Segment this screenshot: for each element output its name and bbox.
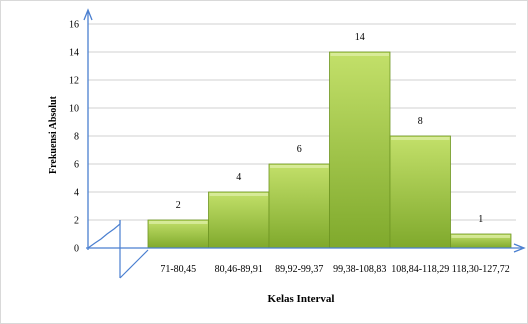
axis-break-zigzag-right <box>119 249 149 279</box>
y-tick-label: 12 <box>69 76 79 87</box>
data-label: 2 <box>176 200 181 211</box>
y-tick-label: 10 <box>69 104 79 115</box>
bar <box>208 191 270 249</box>
axes <box>83 8 526 279</box>
bar-highlight <box>149 221 208 224</box>
bar-highlight <box>451 235 510 238</box>
x-axis-arrow <box>513 243 526 253</box>
y-tick-label: 8 <box>74 132 79 143</box>
x-category-label: 118,30-127,72 <box>452 264 510 275</box>
bar-highlight <box>209 193 268 196</box>
bar <box>329 51 391 249</box>
bar <box>389 135 451 249</box>
axis-break-zigzag-left <box>87 220 121 249</box>
x-category-label: 80,46-89,91 <box>215 264 263 275</box>
x-axis-title: Kelas Interval <box>268 293 335 305</box>
y-tick-label: 6 <box>74 160 79 171</box>
bar-highlight <box>270 165 329 168</box>
bar-highlight <box>391 137 450 140</box>
x-category-label: 108,84-118,29 <box>391 264 449 275</box>
y-tick-label: 16 <box>69 20 79 31</box>
y-axis-title: Frekuensi Absolut <box>48 95 59 174</box>
y-tick-labels: 0 2 4 6 8 10 12 14 16 <box>69 20 79 255</box>
x-category-label: 89,92-99,37 <box>275 264 323 275</box>
y-axis-arrow <box>83 8 93 21</box>
bar-highlight <box>330 53 389 56</box>
bars <box>147 51 512 249</box>
y-tick-label: 14 <box>69 48 79 59</box>
data-label: 8 <box>418 116 423 127</box>
x-category-label: 99,38-108,83 <box>333 264 386 275</box>
y-tick-label: 2 <box>74 216 79 227</box>
data-labels: 2 4 6 14 8 1 <box>176 32 484 225</box>
data-label: 4 <box>236 172 241 183</box>
data-label: 14 <box>355 32 365 43</box>
x-category-labels: 71-80,45 80,46-89,91 89,92-99,37 99,38-108,… <box>160 264 509 275</box>
bar <box>147 219 209 249</box>
y-tick-label: 0 <box>74 244 79 255</box>
y-tick-label: 4 <box>74 188 79 199</box>
data-label: 6 <box>297 144 302 155</box>
bar <box>268 163 330 249</box>
data-label: 1 <box>478 214 483 225</box>
x-category-label: 71-80,45 <box>160 264 196 275</box>
